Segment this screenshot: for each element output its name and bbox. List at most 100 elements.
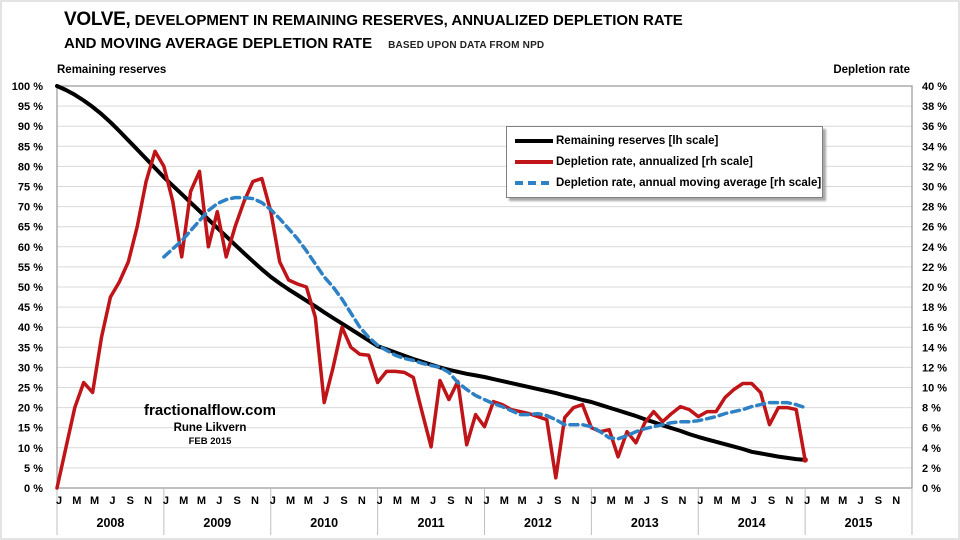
left-axis-tick: 10 % (18, 443, 43, 455)
watermark: fractionalflow.com Rune Likvern FEB 2015 (120, 402, 300, 447)
x-month-tick: M (197, 495, 206, 507)
x-year-label: 2011 (418, 516, 445, 530)
x-month-tick: M (607, 495, 616, 507)
left-axis-tick: 0 % (24, 483, 43, 495)
left-axis-title: Remaining reserves (57, 64, 167, 76)
right-axis-tick: 10 % (922, 383, 947, 395)
chart-title: VOLVE, DEVELOPMENT IN REMAINING RESERVES… (64, 8, 683, 57)
x-month-tick: M (179, 495, 188, 507)
watermark-site: fractionalflow.com (144, 402, 276, 419)
right-axis-tick: 32 % (922, 161, 947, 173)
title-line2-text: AND MOVING AVERAGE DEPLETION RATE (64, 35, 373, 52)
x-year-label: 2015 (845, 516, 873, 530)
right-axis-tick: 26 % (922, 222, 947, 234)
x-year-label: 2010 (310, 516, 338, 530)
left-axis-tick: 15 % (18, 423, 43, 435)
legend-label: Depletion rate, annualized [rh scale] (556, 155, 753, 168)
x-month-tick: J (270, 495, 276, 507)
series-line-right-solid (55, 149, 807, 490)
right-axis-tick: 18 % (922, 302, 947, 314)
left-axis-tick: 50 % (18, 282, 43, 294)
right-axis-tick: 36 % (922, 121, 947, 133)
left-axis-tick: 60 % (18, 242, 43, 254)
right-axis-tick: 34 % (922, 141, 947, 153)
x-year-label: 2012 (524, 516, 552, 530)
left-axis-tick: 70 % (18, 202, 43, 214)
left-axis-tick: 85 % (18, 141, 43, 153)
x-month-tick: M (72, 495, 81, 507)
right-axis-tick: 14 % (922, 342, 947, 354)
x-month-tick: J (697, 495, 703, 507)
watermark-author: Rune Likvern (173, 422, 247, 434)
x-month-tick: N (358, 495, 366, 507)
x-month-tick: N (144, 495, 152, 507)
title-source-note: BASED UPON DATA FROM NPD (388, 40, 545, 51)
x-month-tick: M (624, 495, 633, 507)
right-axis-tick: 4 % (922, 443, 941, 455)
x-month-tick: M (500, 495, 509, 507)
x-year-label: 2009 (203, 516, 231, 530)
x-month-tick: J (323, 495, 329, 507)
x-month-tick: N (572, 495, 580, 507)
left-axis-tick: 65 % (18, 222, 43, 234)
left-axis-tick: 80 % (18, 161, 43, 173)
x-month-tick: J (56, 495, 62, 507)
x-month-tick: S (768, 495, 775, 507)
legend-row-2: Depletion rate, annual moving average [r… (515, 177, 822, 189)
series-line-right-dashed (162, 195, 807, 441)
right-axis-tick: 6 % (922, 423, 941, 435)
x-month-tick: J (751, 495, 757, 507)
x-month-tick: N (892, 495, 900, 507)
left-axis-tick: 20 % (18, 403, 43, 415)
x-month-tick: S (661, 495, 668, 507)
left-axis-tick: 40 % (18, 322, 43, 334)
left-axis-tick: 75 % (18, 182, 43, 194)
left-axis-tick: 95 % (18, 101, 43, 113)
x-month-tick: J (537, 495, 543, 507)
x-month-tick: M (731, 495, 740, 507)
x-month-tick: J (858, 495, 864, 507)
x-month-tick: M (286, 495, 295, 507)
x-year-label: 2008 (97, 516, 125, 530)
x-month-tick: S (127, 495, 134, 507)
right-axis-tick: 20 % (922, 282, 947, 294)
left-axis-tick: 35 % (18, 342, 43, 354)
x-month-tick: M (713, 495, 722, 507)
x-month-tick: S (554, 495, 561, 507)
series-end-marker (802, 457, 808, 463)
right-axis-tick: 16 % (922, 322, 947, 334)
x-month-tick: J (216, 495, 222, 507)
x-month-tick: M (411, 495, 420, 507)
x-year-label: 2014 (738, 516, 766, 530)
left-axis-tick: 25 % (18, 383, 43, 395)
left-axis-tick: 55 % (18, 262, 43, 274)
legend-line-sample-solid (515, 139, 553, 144)
legend-line-sample-dashed (515, 180, 553, 185)
x-month-tick: J (109, 495, 115, 507)
x-month-tick: N (465, 495, 473, 507)
right-axis-tick: 12 % (922, 362, 947, 374)
x-month-tick: J (804, 495, 810, 507)
right-axis-tick: 30 % (922, 182, 947, 194)
right-axis-tick: 28 % (922, 202, 947, 214)
x-month-tick: S (340, 495, 347, 507)
legend-label: Depletion rate, annual moving average [r… (556, 176, 822, 189)
right-axis-title: Depletion rate (833, 64, 910, 76)
title-line1-rest: DEVELOPMENT IN REMAINING RESERVES, ANNUA… (130, 12, 683, 29)
x-month-tick: M (393, 495, 402, 507)
right-axis-tick: 0 % (922, 483, 941, 495)
left-axis-tick: 100 % (12, 81, 43, 93)
legend-row-1: Depletion rate, annualized [rh scale] (515, 156, 822, 168)
x-month-tick: J (163, 495, 169, 507)
x-month-tick: M (304, 495, 313, 507)
x-month-tick: M (838, 495, 847, 507)
right-axis-tick: 40 % (922, 81, 947, 93)
right-axis-tick: 38 % (922, 101, 947, 113)
right-axis-tick: 2 % (922, 463, 941, 475)
watermark-date: FEB 2015 (188, 436, 232, 447)
left-axis-tick: 90 % (18, 121, 43, 133)
x-month-tick: J (377, 495, 383, 507)
x-month-tick: M (90, 495, 99, 507)
